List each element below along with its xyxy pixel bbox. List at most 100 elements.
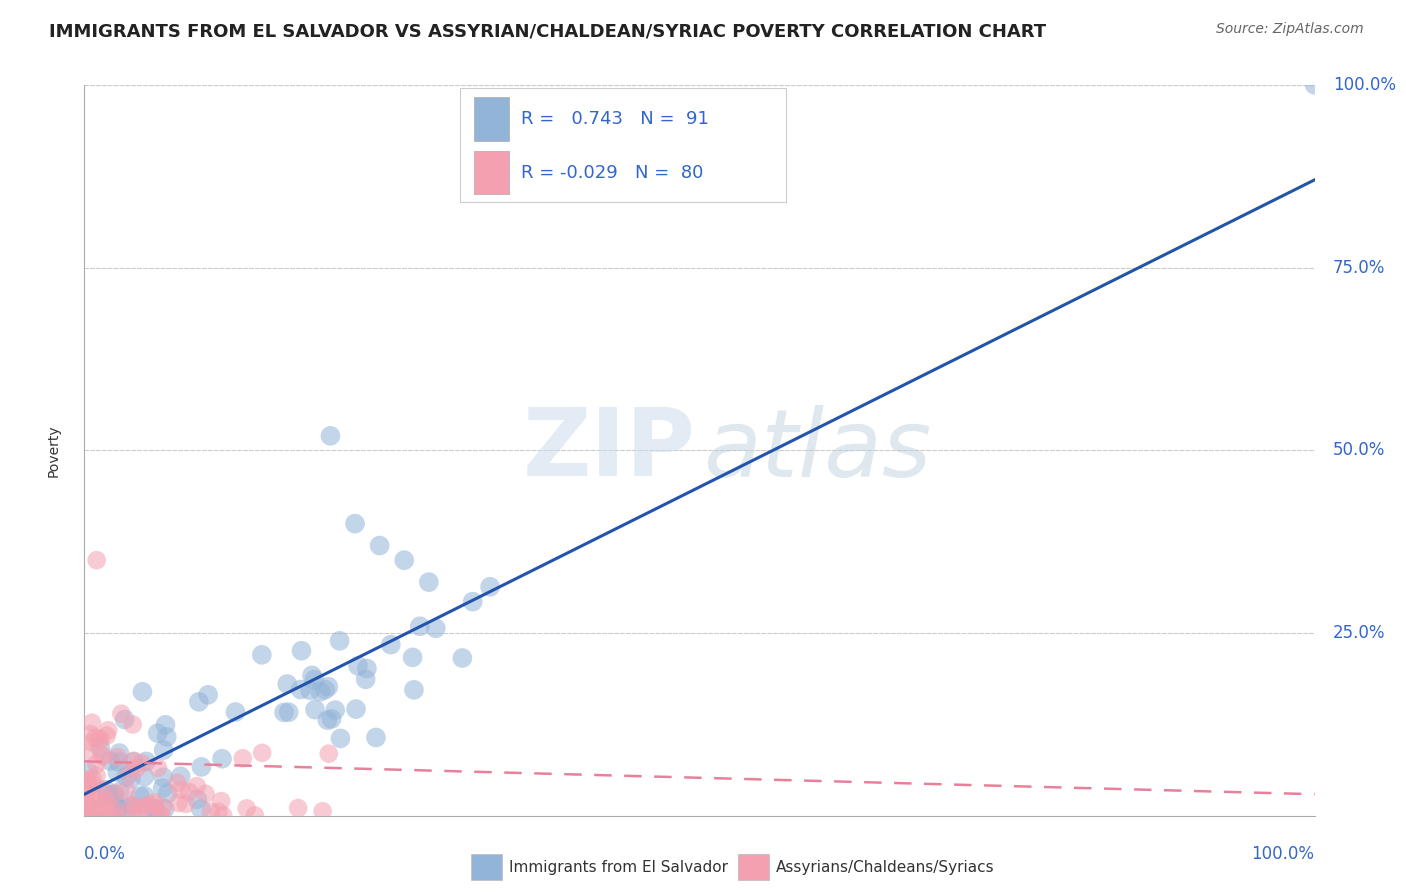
- Point: [135, 802, 157, 816]
- Text: ZIP: ZIP: [523, 404, 696, 497]
- Point: [75, 785, 97, 799]
- Point: [304, 703, 326, 717]
- Point: [461, 594, 484, 608]
- Point: [1303, 78, 1326, 92]
- Point: [174, 797, 197, 811]
- Point: [150, 808, 173, 822]
- Point: [368, 539, 391, 553]
- Point: [125, 762, 148, 776]
- Point: [97, 808, 120, 822]
- Point: [177, 785, 200, 799]
- Point: [121, 717, 143, 731]
- Point: [277, 705, 299, 719]
- Point: [89, 740, 111, 755]
- Point: [329, 633, 352, 648]
- Point: [143, 797, 166, 812]
- Point: [311, 805, 333, 819]
- Point: [79, 727, 101, 741]
- Point: [304, 673, 326, 687]
- FancyBboxPatch shape: [474, 151, 509, 194]
- Point: [80, 802, 103, 816]
- Point: [152, 743, 174, 757]
- Point: [76, 784, 98, 798]
- Point: [84, 802, 107, 816]
- Point: [80, 805, 103, 820]
- Point: [97, 796, 120, 810]
- Point: [76, 802, 98, 816]
- Point: [77, 780, 100, 794]
- Text: Source: ZipAtlas.com: Source: ZipAtlas.com: [1216, 22, 1364, 37]
- Point: [321, 712, 343, 726]
- Point: [319, 429, 342, 443]
- Point: [211, 752, 233, 766]
- Point: [86, 768, 108, 782]
- Point: [79, 802, 101, 816]
- Point: [131, 801, 153, 815]
- Point: [93, 805, 115, 819]
- Point: [104, 803, 127, 817]
- Point: [84, 757, 107, 772]
- Point: [90, 749, 112, 764]
- Point: [84, 787, 107, 801]
- Point: [105, 765, 128, 780]
- Point: [134, 789, 156, 803]
- Point: [82, 802, 104, 816]
- Text: Immigrants from El Salvador: Immigrants from El Salvador: [509, 860, 728, 874]
- Point: [75, 789, 97, 803]
- Point: [108, 746, 131, 760]
- Text: 50.0%: 50.0%: [1333, 442, 1385, 459]
- Point: [402, 682, 425, 697]
- Point: [209, 794, 232, 808]
- Point: [190, 760, 212, 774]
- Point: [290, 682, 312, 697]
- Point: [409, 619, 432, 633]
- Point: [128, 789, 150, 803]
- Point: [318, 680, 340, 694]
- Text: atlas: atlas: [703, 405, 931, 496]
- Point: [197, 688, 219, 702]
- Point: [186, 792, 208, 806]
- Point: [314, 682, 336, 697]
- Point: [290, 644, 312, 658]
- Point: [76, 803, 98, 817]
- Point: [146, 761, 169, 775]
- Point: [107, 755, 129, 769]
- Point: [104, 802, 127, 816]
- Point: [122, 754, 145, 768]
- Point: [200, 805, 222, 819]
- Point: [114, 713, 136, 727]
- Point: [356, 661, 378, 675]
- Point: [76, 745, 98, 759]
- Point: [115, 784, 138, 798]
- Point: [156, 787, 179, 801]
- Point: [131, 685, 153, 699]
- Point: [86, 796, 108, 810]
- Point: [108, 802, 131, 816]
- Point: [287, 801, 309, 815]
- Point: [93, 808, 115, 822]
- Point: [90, 783, 112, 797]
- Text: 0.0%: 0.0%: [84, 846, 127, 863]
- Point: [80, 735, 103, 749]
- Point: [301, 668, 323, 682]
- Point: [152, 770, 174, 784]
- Point: [87, 732, 110, 747]
- Point: [250, 746, 273, 760]
- Text: R =   0.743   N =  91: R = 0.743 N = 91: [522, 110, 709, 128]
- Point: [207, 805, 229, 819]
- Point: [344, 516, 367, 531]
- Text: Assyrians/Chaldeans/Syriacs: Assyrians/Chaldeans/Syriacs: [776, 860, 994, 874]
- Point: [318, 747, 340, 761]
- Point: [344, 702, 367, 716]
- Point: [166, 776, 188, 790]
- Point: [142, 802, 165, 816]
- Point: [107, 802, 129, 816]
- Point: [212, 808, 235, 822]
- Point: [243, 808, 266, 822]
- Point: [90, 731, 112, 746]
- Point: [94, 802, 117, 816]
- Text: 75.0%: 75.0%: [1333, 259, 1385, 277]
- Point: [329, 731, 352, 746]
- Text: R = -0.029   N =  80: R = -0.029 N = 80: [522, 163, 703, 181]
- Text: 100.0%: 100.0%: [1333, 76, 1396, 94]
